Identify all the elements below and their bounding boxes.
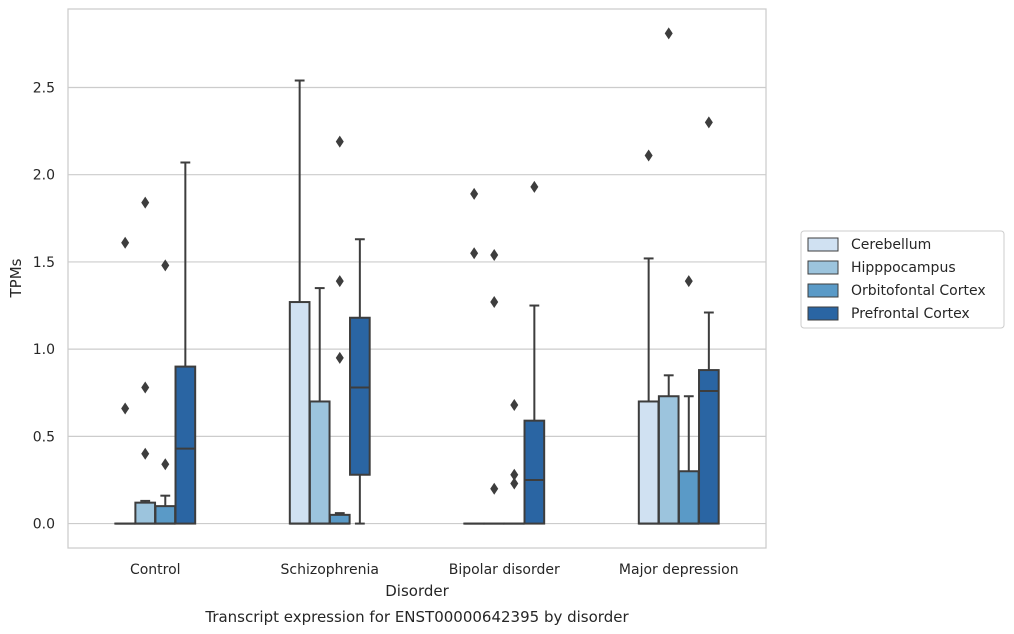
x-axis-title: Disorder	[385, 582, 449, 600]
legend-label: Cerebellum	[851, 237, 931, 253]
y-tick-label: 1.0	[33, 342, 55, 358]
outlier-point	[664, 27, 673, 40]
box	[308, 400, 331, 525]
box-group	[503, 398, 526, 525]
y-tick-label: 2.0	[33, 168, 55, 184]
outlier-point	[490, 248, 499, 261]
outlier-point	[141, 196, 150, 209]
box-group	[463, 187, 485, 525]
x-tick-label: Control	[130, 562, 181, 578]
box-group	[698, 116, 720, 525]
y-tick-label: 0.0	[33, 517, 55, 533]
legend-frame	[800, 230, 1005, 329]
legend: Cerebellum Hipppocampus Orbitofontal Corte…	[800, 230, 1005, 329]
box-group	[114, 236, 136, 525]
legend-swatch	[807, 237, 839, 252]
outlier-point	[470, 187, 479, 200]
outlier-point	[510, 468, 519, 481]
box-group	[677, 275, 700, 525]
box-group	[308, 287, 331, 525]
outlier-point	[335, 135, 344, 148]
box	[349, 316, 371, 476]
legend-swatch	[807, 306, 839, 321]
box	[698, 369, 720, 525]
x-tick-label: Schizophrenia	[281, 562, 379, 578]
legend-label: Prefrontal Cortex	[851, 306, 970, 322]
legend-swatch	[807, 283, 839, 298]
box-group	[349, 238, 371, 525]
box-marks	[114, 27, 720, 525]
box	[677, 470, 700, 525]
outlier-point	[335, 351, 344, 364]
outlier-point	[704, 116, 713, 129]
x-tick-label: Major depression	[619, 562, 739, 578]
outlier-point	[141, 381, 150, 394]
box	[637, 400, 660, 525]
box-group	[523, 180, 546, 525]
box	[154, 505, 177, 525]
outlier-point	[121, 236, 130, 249]
outlier-point	[510, 477, 519, 490]
legend-label: Orbitofontal Cortex	[851, 283, 986, 299]
y-tick-label: 1.5	[33, 255, 55, 271]
chart-caption: Transcript expression for ENST0000064239…	[204, 608, 629, 626]
y-tick-labels: 0.0 0.5 1.0 1.5 2.0 2.5	[33, 80, 55, 532]
y-tick-label: 0.5	[33, 429, 55, 445]
outlier-point	[490, 296, 499, 309]
box	[328, 513, 351, 525]
box	[134, 501, 157, 525]
outlier-point	[161, 259, 170, 272]
outlier-point	[470, 247, 479, 260]
box	[523, 419, 546, 525]
outlier-point	[684, 275, 693, 288]
outlier-point	[644, 149, 653, 162]
box-group	[483, 248, 506, 525]
box-group	[174, 161, 197, 525]
box-group	[637, 149, 660, 525]
x-tick-labels: Control Schizophrenia Bipolar disorder Majo…	[130, 562, 739, 578]
outlier-point	[490, 482, 499, 495]
box-group	[657, 27, 680, 525]
legend-label: Hipppocampus	[851, 260, 956, 276]
outlier-point	[335, 275, 344, 288]
plot-frame	[67, 8, 767, 549]
y-tick-label: 2.5	[33, 80, 55, 96]
box-group	[328, 135, 351, 525]
x-tick-label: Bipolar disorder	[449, 562, 560, 578]
box-group	[288, 79, 311, 525]
box	[288, 301, 311, 525]
outlier-point	[141, 447, 150, 460]
outlier-point	[161, 458, 170, 471]
box-group	[154, 259, 177, 525]
outlier-point	[530, 180, 539, 193]
y-axis-title: TPMs	[7, 258, 25, 298]
outlier-point	[121, 402, 130, 415]
outlier-point	[510, 398, 519, 411]
box-group	[134, 196, 157, 525]
legend-swatch	[807, 260, 839, 275]
box	[657, 395, 680, 525]
box	[174, 365, 197, 525]
